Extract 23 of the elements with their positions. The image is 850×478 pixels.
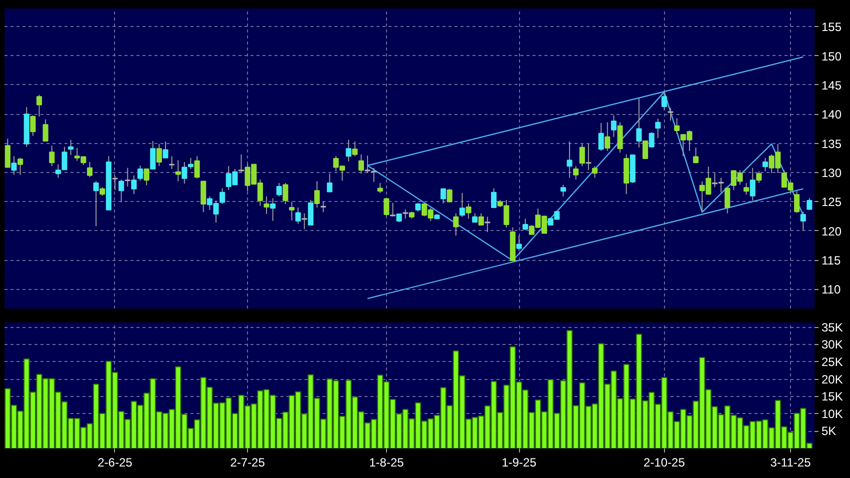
x-tick-label: 1-9-25 [502,456,537,470]
y-tick-label: 35K [822,320,843,334]
x-tick-label: 2-6-25 [98,456,133,470]
y-tick-label: 150 [822,49,842,64]
x-tick-label: 1-8-25 [369,456,404,470]
y-tick-label: 115 [822,254,841,268]
y-tick-label: 25K [822,354,843,369]
y-tick-label: 5K [822,424,836,438]
y-tick-label: 110 [822,282,841,297]
y-tick-label: 155 [822,20,842,34]
x-tick-label: 2-10-25 [644,456,686,470]
y-tick-label: 20K [822,372,843,386]
y-tick-label: 30K [822,338,843,352]
x-tick-label: 3-11-25 [770,456,812,470]
y-tick-label: 135 [822,136,842,151]
y-tick-label: 130 [822,166,842,180]
y-tick-label: 10K [822,406,843,421]
y-tick-label: 140 [822,108,842,122]
y-tick-label: 120 [822,224,842,238]
y-tick-label: 145 [822,78,842,92]
y-tick-label: 125 [822,195,842,210]
y-tick-label: 15K [822,390,843,404]
x-tick-label: 2-7-25 [230,456,266,470]
